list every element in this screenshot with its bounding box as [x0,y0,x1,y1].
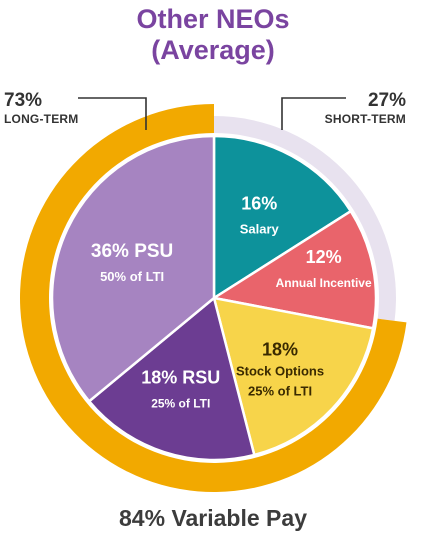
slice-label-annual-incentive-1: Annual Incentive [276,276,372,290]
slice-label-salary-1: Salary [240,222,280,237]
callout-long-term-pct: 73% [4,90,43,111]
slice-label-stock-options-2: 25% of LTI [248,383,312,398]
callout-short-term-label: SHORT-TERM [324,112,406,126]
leader-line-short-term [281,97,346,130]
slice-label-salary-0: 16% [241,194,277,214]
slice-label-psu-0: 36% PSU [91,241,173,262]
callout-short-term: 27% SHORT-TERM [325,90,406,126]
chart-title-line-2: (Average) [151,35,275,65]
leader-line-long-term [78,97,147,130]
slice-label-annual-incentive-0: 12% [306,247,342,267]
chart-title-line-1: Other NEOs [136,4,290,34]
slice-label-rsu-1: 25% of LTI [151,396,210,410]
slice-label-stock-options-0: 18% [262,339,298,359]
slice-label-psu-1: 50% of LTI [100,269,164,284]
slice-label-rsu-0: 18% RSU [141,367,220,387]
callout-short-term-pct: 27% [367,90,406,111]
pie-slice-stock-options [212,296,375,457]
callout-long-term: 73% LONG-TERM [4,90,78,126]
slice-label-stock-options-1: Stock Options [236,363,324,378]
callout-long-term-label: LONG-TERM [4,112,79,126]
pie-slice-salary [212,134,353,300]
pie-slice-annual-incentive [212,209,378,330]
pie-slice-psu [50,134,216,403]
variable-pay-footer: 84% Variable Pay [119,505,307,531]
ring-segment-short-term [214,116,397,321]
pie-slice-rsu [87,296,256,462]
